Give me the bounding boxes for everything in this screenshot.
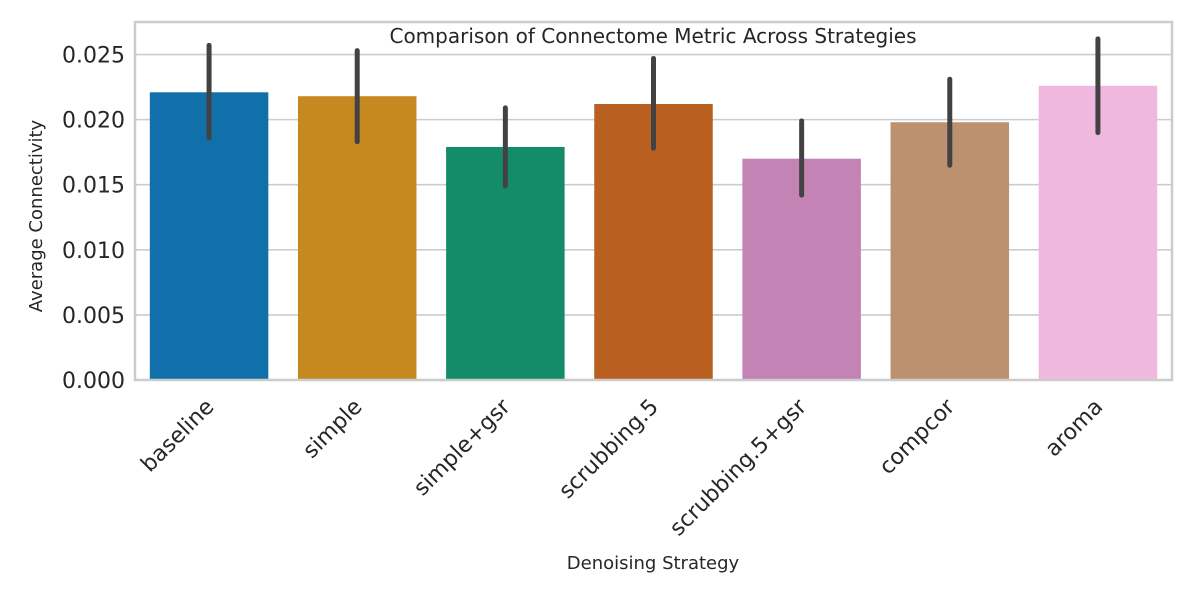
y-tick-label: 0.020: [62, 109, 125, 134]
x-tick-label: scrubbing.5: [554, 395, 663, 504]
x-tick-label: compcor: [875, 394, 961, 480]
y-tick-label: 0.015: [62, 174, 125, 199]
x-tick-label: scrubbing.5+gsr: [665, 394, 812, 541]
chart-title: Comparison of Connectome Metric Across S…: [389, 24, 916, 48]
error-bars: [206, 36, 1101, 198]
y-tick-label: 0.010: [62, 239, 125, 264]
x-tick-label: baseline: [136, 395, 219, 478]
y-tick-label: 0.025: [62, 44, 125, 69]
plot-frame: [133, 20, 1174, 382]
y-tick-label: 0.005: [62, 304, 125, 329]
x-tick-label: simple+gsr: [409, 394, 516, 501]
x-axis-label: Denoising Strategy: [567, 553, 740, 574]
x-tick-labels: baseline simple simple+gsr scrubbing.5 scrub…: [136, 394, 1108, 541]
y-axis-label: Average Connectivity: [26, 119, 47, 312]
x-tick-label: aroma: [1041, 395, 1108, 462]
y-tick-labels: 0.000 0.005 0.010 0.015 0.020 0.025: [62, 44, 125, 394]
y-tick-label: 0.000: [62, 369, 125, 394]
x-tick-label: simple: [298, 395, 367, 464]
